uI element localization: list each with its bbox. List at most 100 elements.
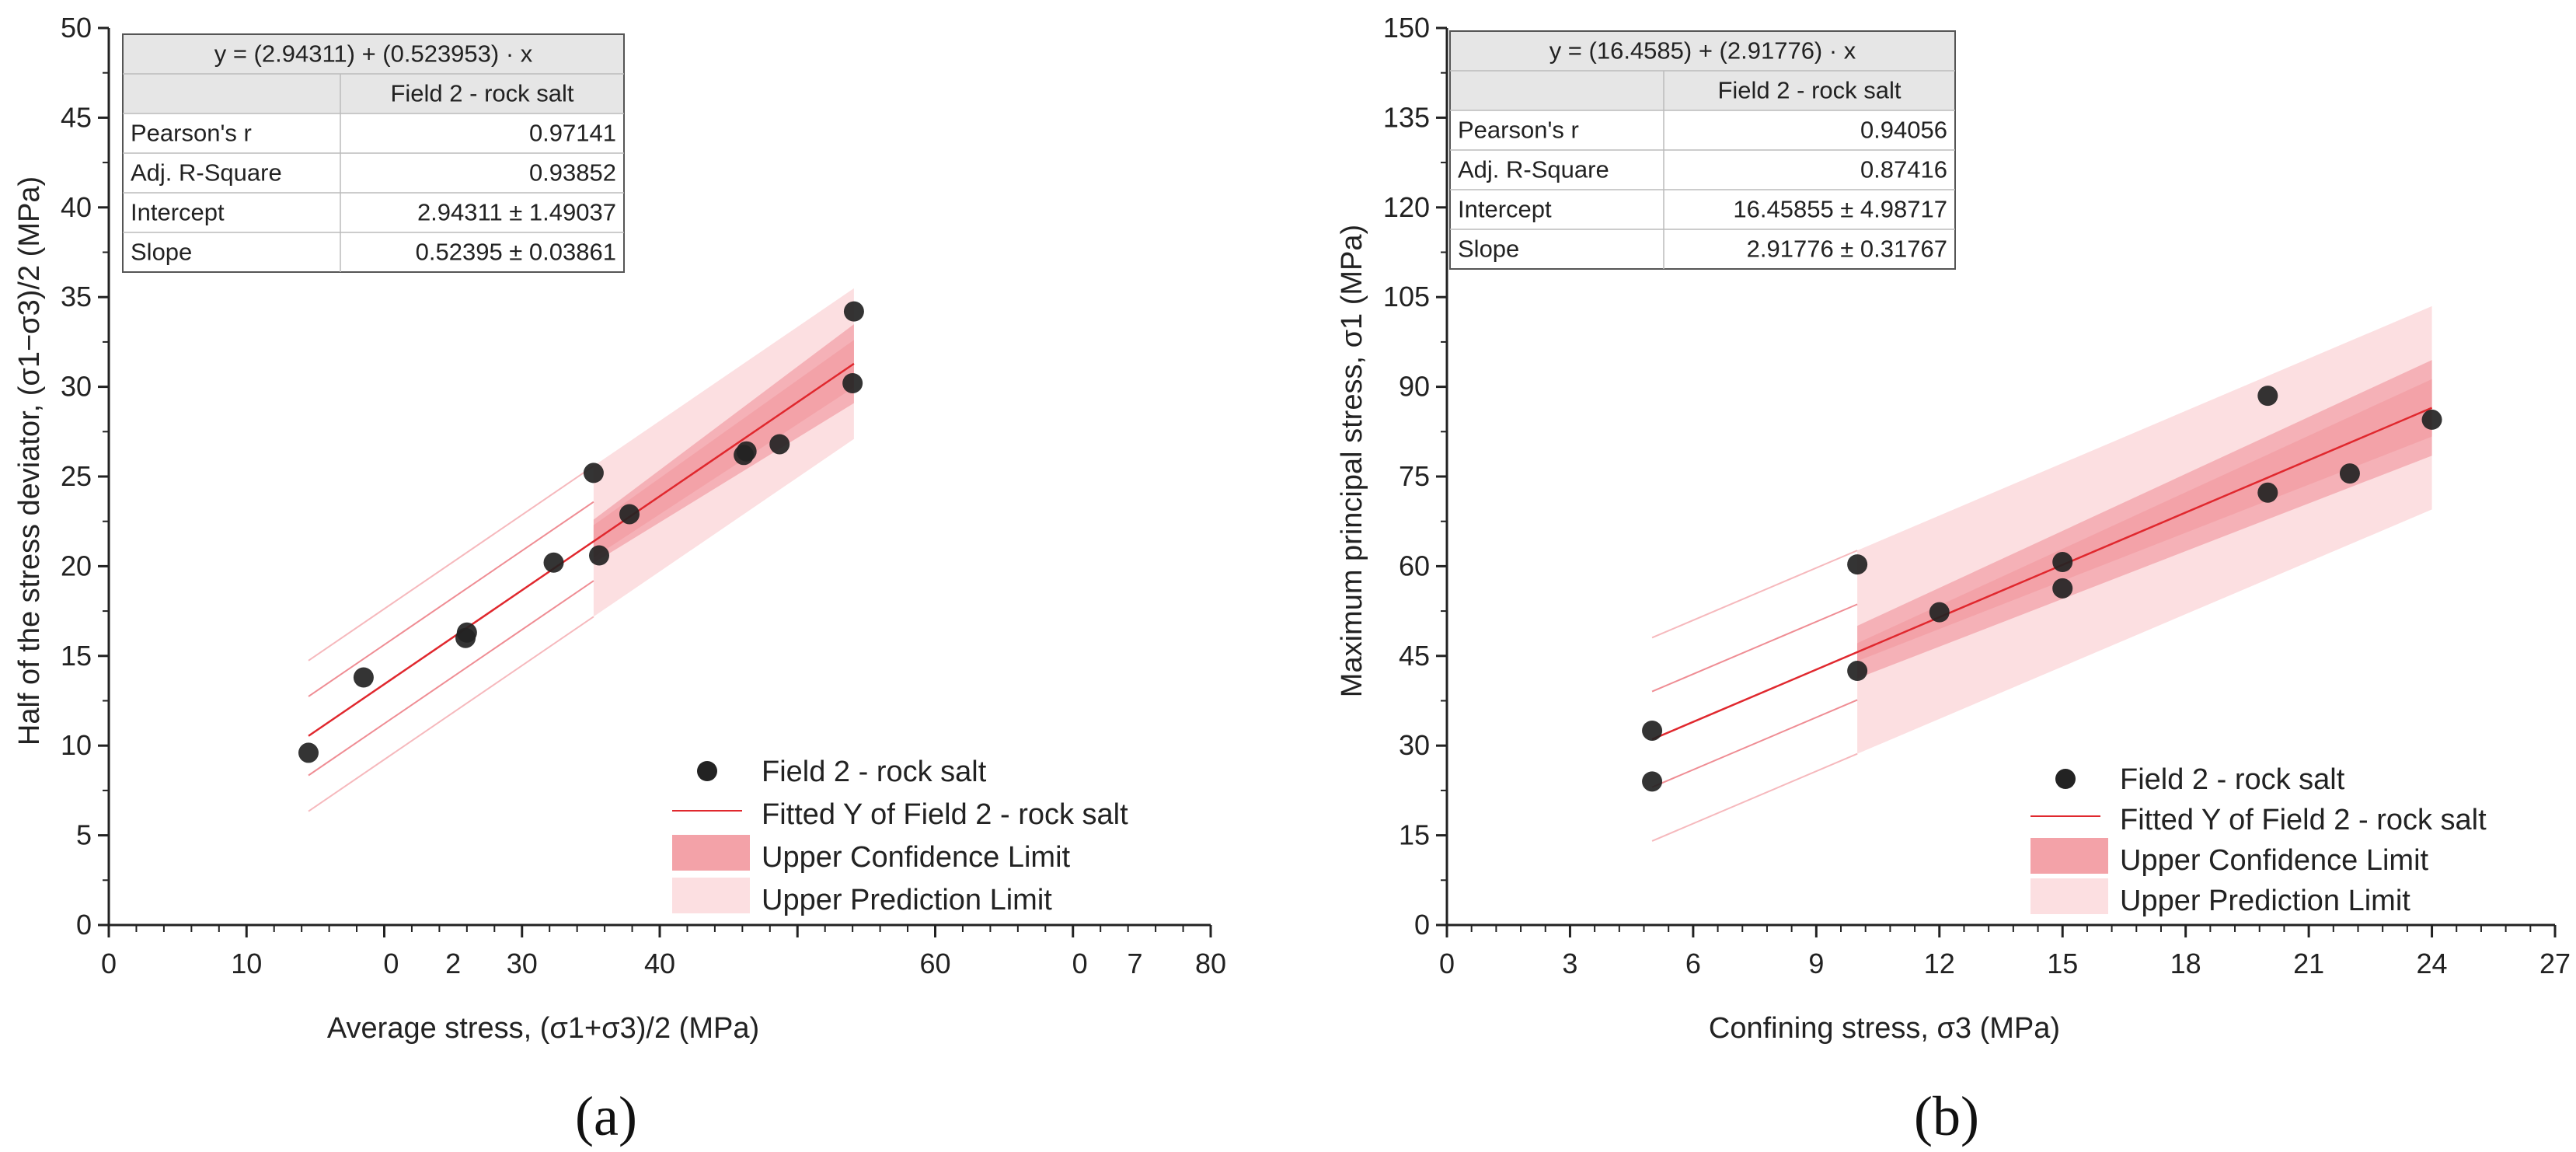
data-point-a-1 — [353, 667, 374, 688]
limit-line-b-2 — [1651, 603, 1858, 693]
x-tick-label-a-5: 40 — [644, 948, 675, 979]
data-point-b-5 — [2052, 552, 2073, 573]
y-tick-label-b-3: 45 — [1399, 640, 1430, 672]
limit-line-a-3 — [308, 580, 594, 777]
stats-row-value-a-0: 0.97141 — [529, 120, 616, 147]
legend-label-a-0: Field 2 - rock salt — [762, 756, 987, 788]
x-tick-label-b-0: 0 — [1439, 948, 1455, 979]
data-point-a-6 — [589, 545, 610, 566]
stats-column-header-b: Field 2 - rock salt — [1717, 77, 1901, 104]
x-tick-label-a-1: 10 — [231, 948, 262, 979]
stats-row-value-a-1: 0.93852 — [529, 159, 616, 187]
y-tick-label-b-9: 135 — [1383, 101, 1430, 133]
x-tick-label-b-7: 21 — [2293, 948, 2324, 979]
legend-confidence-swatch-a — [672, 835, 750, 871]
panel-label-b: (b) — [1914, 1085, 1979, 1147]
stats-row-label-a-0: Pearson's r — [131, 120, 252, 147]
x-tick-label-b-8: 24 — [2417, 948, 2448, 979]
x-tick-label-a-3: 2 — [445, 948, 461, 979]
x-axis-title-a: Average stress, (σ1+σ3)/2 (MPa) — [327, 1012, 759, 1045]
stats-row-value-a-3: 0.52395 ± 0.03861 — [416, 239, 616, 266]
data-point-b-4 — [1929, 602, 1950, 623]
legend-confidence-swatch-b — [2030, 838, 2108, 874]
x-tick-label-b-9: 27 — [2539, 948, 2571, 979]
x-tick-label-a-10: 80 — [1195, 948, 1226, 979]
legend-marker-b — [2055, 769, 2076, 789]
limit-line-b-1 — [1651, 752, 1858, 842]
stats-row-label-a-3: Slope — [131, 239, 192, 266]
x-tick-label-b-2: 6 — [1685, 948, 1701, 979]
y-tick-label-b-8: 120 — [1383, 191, 1430, 223]
data-point-a-0 — [298, 742, 319, 763]
limit-line-a-2 — [308, 501, 594, 697]
y-tick-label-a-3: 15 — [61, 640, 92, 672]
fitted-line-b — [1651, 407, 2433, 741]
x-tick-label-a-2: 0 — [383, 948, 399, 979]
stats-row-value-b-3: 2.91776 ± 0.31767 — [1747, 236, 1947, 263]
stats-row-label-b-1: Adj. R-Square — [1458, 156, 1609, 183]
y-tick-label-a-9: 45 — [61, 101, 92, 133]
stats-row-value-b-0: 0.94056 — [1860, 117, 1947, 144]
x-axis-title-b: Confining stress, σ3 (MPa) — [1709, 1012, 2060, 1045]
stats-row-label-b-0: Pearson's r — [1458, 117, 1579, 144]
stats-row-value-b-1: 0.87416 — [1860, 156, 1947, 183]
data-point-a-5 — [583, 463, 604, 483]
y-tick-label-a-1: 5 — [76, 819, 92, 851]
data-point-b-8 — [2257, 482, 2278, 503]
legend-label-a-3: Upper Prediction Limit — [762, 884, 1052, 916]
x-tick-label-a-8: 0 — [1072, 948, 1088, 979]
chart-panel-a: 0 5 10 15 20 25 30 35 40 45 50 0 10 0 2 30 40 60 0 7 80 Avera… — [13, 12, 1226, 1147]
x-tick-label-b-3: 9 — [1808, 948, 1824, 979]
legend-label-b-3: Upper Prediction Limit — [2120, 885, 2410, 917]
y-tick-label-b-2: 30 — [1399, 729, 1430, 761]
legend-label-b-1: Fitted Y of Field 2 - rock salt — [2120, 804, 2487, 836]
y-tick-label-a-0: 0 — [76, 909, 92, 941]
y-tick-label-b-10: 150 — [1383, 12, 1430, 44]
stats-row-value-b-2: 16.45855 ± 4.98717 — [1733, 196, 1947, 223]
data-point-a-4 — [543, 552, 564, 573]
x-tick-label-b-6: 18 — [2170, 948, 2201, 979]
y-tick-label-b-0: 0 — [1414, 909, 1430, 941]
limit-line-b-3 — [1651, 699, 1858, 788]
x-tick-label-a-0: 0 — [101, 948, 117, 979]
y-tick-label-b-1: 15 — [1399, 819, 1430, 851]
data-point-a-10 — [769, 434, 790, 455]
data-point-b-2 — [1847, 554, 1868, 575]
legend-marker-a — [697, 761, 717, 781]
legend-label-b-0: Field 2 - rock salt — [2120, 763, 2345, 796]
y-tick-label-a-6: 30 — [61, 371, 92, 403]
y-axis-title-b: Maximum principal stress, σ1 (MPa) — [1336, 225, 1368, 697]
y-axis-title-a: Half of the stress deviator, (σ1−σ3)/2 (… — [13, 176, 46, 745]
data-point-b-0 — [1642, 720, 1663, 741]
data-point-a-11 — [843, 301, 864, 322]
data-point-b-1 — [1642, 771, 1663, 792]
stats-row-label-b-2: Intercept — [1458, 196, 1552, 223]
data-point-b-6 — [2052, 578, 2073, 599]
y-tick-label-a-4: 20 — [61, 550, 92, 581]
data-point-a-7 — [619, 504, 640, 525]
data-point-b-10 — [2421, 409, 2442, 430]
legend-prediction-swatch-a — [672, 878, 750, 913]
y-tick-label-b-7: 105 — [1383, 281, 1430, 312]
data-point-a-12 — [842, 372, 863, 393]
confidence-band-a — [593, 340, 854, 558]
legend-label-b-2: Upper Confidence Limit — [2120, 844, 2429, 877]
stats-equation-b: y = (16.4585) + (2.91776) · x — [1549, 37, 1856, 65]
legend-label-a-1: Fitted Y of Field 2 - rock salt — [762, 798, 1128, 831]
y-tick-label-a-8: 40 — [61, 191, 92, 223]
data-point-b-7 — [2257, 386, 2278, 407]
fitted-line-a — [308, 362, 855, 737]
y-tick-label-a-5: 25 — [61, 460, 92, 492]
legend-prediction-swatch-b — [2030, 878, 2108, 914]
x-tick-label-b-5: 15 — [2047, 948, 2078, 979]
data-point-a-9 — [736, 441, 757, 462]
stats-row-label-b-3: Slope — [1458, 236, 1519, 263]
y-tick-label-b-5: 75 — [1399, 460, 1430, 492]
panel-label-a: (a) — [575, 1085, 637, 1147]
stats-row-label-a-1: Adj. R-Square — [131, 159, 282, 187]
limit-line-a-1 — [308, 616, 594, 812]
chart-panel-b: 0 15 30 45 60 75 90 105 120 135 150 0 3 6 9 12 15 18 21 24 2… — [1336, 12, 2571, 1147]
limit-line-b-0 — [1651, 550, 1858, 639]
data-point-b-9 — [2339, 463, 2360, 484]
limit-line-a-0 — [308, 465, 594, 662]
